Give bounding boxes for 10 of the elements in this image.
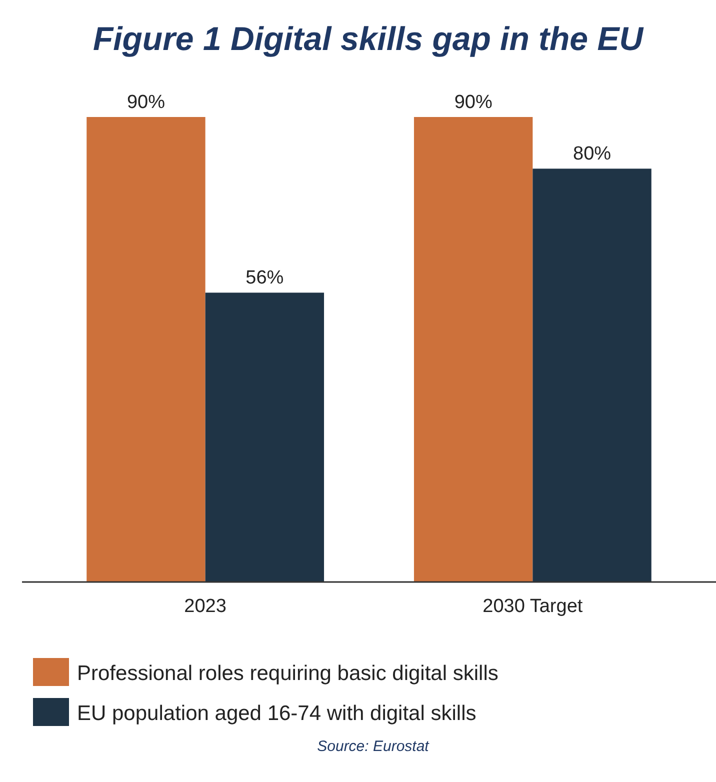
data-label: 90% — [126, 92, 166, 113]
data-label: 80% — [573, 144, 612, 165]
data-label: 90% — [454, 92, 492, 113]
data-label: 56% — [246, 268, 284, 289]
legend-label: Professional roles requiring basic digital skills — [77, 662, 498, 685]
x-tick-label: 2030 Target — [482, 596, 584, 617]
chart-title: Figure 1 Digital skills gap in the EU — [92, 20, 644, 57]
source-note: Source: Eurostat — [317, 738, 430, 755]
legend-label: EU population aged 16-74 with digital skills — [77, 702, 476, 725]
x-tick-label: 2023 — [184, 596, 226, 617]
